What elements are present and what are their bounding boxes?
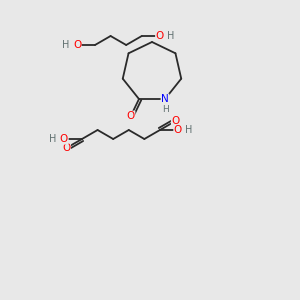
Text: O: O	[60, 134, 68, 144]
Text: O: O	[174, 125, 182, 135]
Text: H: H	[167, 31, 175, 41]
Text: O: O	[62, 143, 70, 153]
Text: N: N	[161, 94, 169, 104]
Text: O: O	[156, 31, 164, 41]
Text: H: H	[162, 104, 168, 113]
Text: O: O	[73, 40, 81, 50]
Text: O: O	[171, 116, 180, 126]
Text: H: H	[49, 134, 57, 144]
Text: O: O	[127, 111, 135, 121]
Text: H: H	[62, 40, 70, 50]
Text: H: H	[185, 125, 193, 135]
